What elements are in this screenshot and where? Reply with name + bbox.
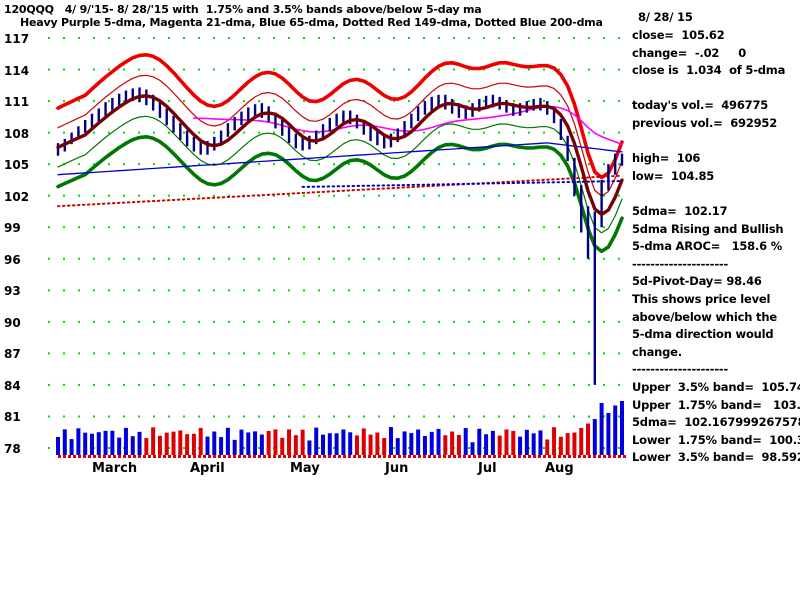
- y-axis-tick: 87: [4, 347, 21, 362]
- chart-title: 120QQQ 4/ 9/'15- 8/ 28/'15 with 1.75% an…: [4, 3, 482, 16]
- dma5-heavy-line: [56, 94, 624, 217]
- sidebar-stat-line: previous vol.= 692952: [632, 116, 778, 130]
- sidebar-stat-line: 5dma= 102.167999267578 p: [632, 415, 800, 430]
- y-axis-tick: 81: [4, 410, 21, 425]
- upper-3p5-band-line: [56, 53, 624, 180]
- sidebar-stat-line: above/below which the: [632, 309, 777, 324]
- ohlc-bars: [56, 87, 624, 385]
- y-axis-tick: 111: [4, 95, 30, 110]
- sidebar-stat-line: 5-dma AROC= 158.6 %: [632, 239, 783, 254]
- sidebar-stat-line: 5d-Pivot-Day= 98.46: [632, 274, 762, 289]
- chart-legend-subtitle: Heavy Purple 5-dma, Magenta 21-dma, Blue…: [20, 16, 603, 29]
- sidebar-stat-line: high= 106: [632, 151, 701, 166]
- y-axis-tick: 78: [4, 442, 21, 456]
- sidebar-stat-line: 5dma Rising and Bullish: [632, 221, 784, 236]
- sidebar-stat-line: change.: [632, 344, 682, 359]
- lower-1p75-band-line: [57, 115, 623, 234]
- sidebar-stat-line: Upper 3.5% band= 105.744: [632, 380, 800, 394]
- y-axis-tick: 84: [4, 378, 21, 393]
- y-axis-tick: 96: [4, 252, 21, 267]
- x-axis-month-label: Aug: [545, 461, 574, 476]
- dma200-dotted-line: [301, 180, 623, 188]
- sidebar-stat-line: close is 1.034 of 5-dma: [632, 63, 786, 78]
- y-axis-tick: 108: [4, 126, 30, 141]
- x-axis-month-label: Jun: [385, 461, 409, 476]
- sidebar-stat-line: Upper 1.75% band= 103.950: [632, 397, 800, 412]
- y-axis-tick: 93: [4, 284, 21, 299]
- y-axis-tick: 117: [4, 32, 30, 46]
- x-axis-month-label: Jul: [478, 461, 497, 476]
- sidebar-stat-line: 5-dma direction would: [632, 327, 774, 342]
- sidebar-stat-line: ---------------------: [632, 256, 729, 271]
- dma65-line: [57, 142, 623, 176]
- sidebar-stat-line: change= -.02 0: [632, 45, 746, 60]
- sidebar-stat-line: Lower 1.75% band= 100.38: [632, 432, 800, 447]
- dma149-dotted-line: [57, 174, 623, 208]
- x-axis-month-label: April: [190, 461, 225, 476]
- sidebar-stat-line: today's vol.= 496775: [632, 98, 769, 113]
- sidebar-date: 8/ 28/ 15: [638, 10, 693, 24]
- sidebar-stat-line: low= 104.85: [632, 168, 715, 183]
- sidebar-stat-line: This shows price level: [632, 292, 771, 306]
- chart-svg: [48, 37, 626, 458]
- upper-1p75-band-line: [57, 74, 623, 197]
- price-chart-plot: [0, 28, 628, 458]
- sidebar-stat-line: close= 105.62: [632, 28, 725, 42]
- axis-baseline-strip: [58, 455, 626, 458]
- sidebar-stat-line: ---------------------: [632, 362, 729, 377]
- y-axis-tick: 105: [4, 158, 30, 173]
- stats-sidebar: 8/ 28/ 15 close= 105.62 change= -.02 0 clo…: [630, 10, 800, 490]
- y-axis-tick: 114: [4, 63, 30, 78]
- y-axis-tick: 99: [4, 221, 21, 236]
- volume-bars: [56, 401, 624, 455]
- lower-3p5-band-line: [56, 135, 624, 254]
- y-axis-tick: 102: [4, 189, 30, 204]
- sidebar-stat-line: 5dma= 102.17: [632, 204, 728, 218]
- y-axis-tick: 90: [4, 315, 21, 330]
- sidebar-stat-line: Lower 3.5% band= 98.592: [632, 450, 800, 465]
- x-axis-month-label: May: [290, 461, 320, 476]
- x-axis-month-label: March: [92, 461, 138, 476]
